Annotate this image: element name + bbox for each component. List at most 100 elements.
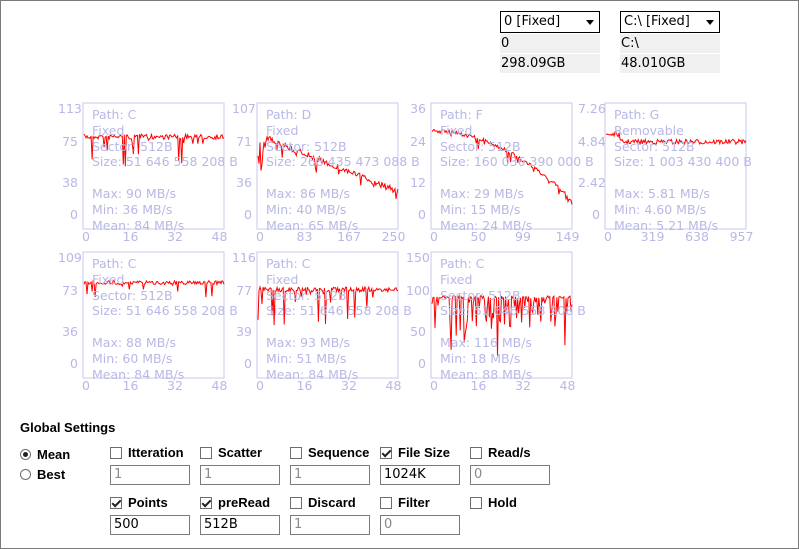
discard-input[interactable]: 1 (290, 515, 370, 535)
chart-overlay-text: Size: 51 646 558 208 B (440, 303, 586, 319)
checkbox-unchecked-icon[interactable] (110, 446, 122, 459)
throughput-trace (83, 132, 225, 167)
chart-overlay-text: Fixed (92, 122, 125, 138)
chart-panel: Path: C Fixed Sector: 512B Size: 51 646 558… (232, 251, 426, 411)
chart-frame (430, 102, 573, 230)
y-tick-label: 36 (410, 101, 426, 116)
mode-radio-mean[interactable]: Mean (20, 447, 70, 462)
checkbox-label: Sequence (308, 445, 370, 460)
scatter-input[interactable]: 1 (200, 465, 280, 485)
scatter-checkbox[interactable]: Scatter (200, 445, 262, 460)
radio-on-icon[interactable] (20, 449, 31, 460)
checkbox-checked-icon[interactable] (110, 496, 122, 509)
chart-panel: Path: F Fixed Sector: 512B Size: 160 036 39… (410, 102, 600, 262)
chart-overlay-text: Fixed (266, 271, 299, 287)
y-tick-label: 50 (410, 324, 426, 339)
y-tick-label: 113 (58, 101, 82, 116)
chart-overlay-text: Sector: 512B (614, 138, 695, 154)
x-tick-label: 50 (470, 229, 487, 244)
y-tick-label: 73 (62, 283, 78, 298)
y-tick-label: 0 (418, 356, 426, 371)
checkbox-unchecked-icon[interactable] (470, 496, 482, 509)
x-tick-label: 83 (296, 229, 313, 244)
chart-overlay-text: Sector: 512B (440, 138, 521, 154)
chart-plot (82, 102, 225, 230)
chart-plot (430, 102, 573, 230)
checkbox-unchecked-icon[interactable] (290, 496, 302, 509)
x-tick-label: 48 (211, 229, 228, 244)
y-tick-label: 2.42 (578, 175, 606, 190)
chart-overlay-text: Fixed (440, 271, 473, 287)
x-tick-label: 149 (555, 229, 580, 244)
read-s-checkbox[interactable]: Read/s (470, 445, 531, 460)
x-tick-label: 0 (430, 378, 438, 393)
chart-overlay-text: Size: 51 646 558 208 B (266, 303, 412, 319)
file-size-input[interactable]: 1024K (380, 465, 460, 485)
x-tick-label: 250 (381, 229, 406, 244)
throughput-trace (257, 134, 399, 199)
y-tick-label: 0 (70, 356, 78, 371)
points-checkbox[interactable]: Points (110, 495, 168, 510)
checkbox-unchecked-icon[interactable] (290, 446, 302, 459)
drive-size-field: 48.010GB (620, 54, 720, 73)
chart-overlay-text: Path: C (92, 107, 137, 122)
drive-select-2[interactable]: C:\ [Fixed] (620, 11, 720, 33)
radio-label: Mean (37, 447, 71, 462)
chart-overlay-text: Path: G (614, 107, 660, 122)
chart-overlay-text: Mean: 24 MB/s (440, 217, 533, 233)
chart-overlay-text: Path: D (266, 107, 312, 122)
chart-plot (430, 251, 573, 379)
y-tick-label: 38 (62, 175, 78, 190)
x-tick-label: 48 (385, 378, 402, 393)
chart-overlay-text: Size: 1 003 430 400 B (614, 154, 752, 170)
drive-id-field: 0 (500, 34, 600, 53)
chart-overlay-text: Max: 116 MB/s (440, 335, 532, 350)
filter-checkbox[interactable]: Filter (380, 495, 430, 510)
radio-off-icon[interactable] (20, 469, 31, 480)
drive-select-value: C:\ [Fixed] (624, 14, 690, 29)
x-tick-label: 638 (685, 229, 709, 244)
y-tick-label: 77 (236, 283, 252, 298)
chart-overlay-text: Min: 15 MB/s (440, 201, 521, 217)
checkbox-checked-icon[interactable] (380, 446, 392, 459)
preread-input[interactable]: 512B (200, 515, 280, 535)
checkbox-checked-icon[interactable] (200, 496, 212, 509)
checkbox-label: Read/s (488, 445, 531, 460)
chevron-down-icon[interactable] (706, 20, 714, 25)
checkbox-unchecked-icon[interactable] (200, 446, 212, 459)
itteration-input[interactable]: 1 (110, 465, 190, 485)
hold-checkbox[interactable]: Hold (470, 495, 517, 510)
checkbox-label: Itteration (128, 445, 184, 460)
sequence-input[interactable]: 1 (290, 465, 370, 485)
chart-overlay-text: Max: 88 MB/s (92, 335, 176, 350)
x-tick-label: 48 (211, 378, 228, 393)
checkbox-unchecked-icon[interactable] (470, 446, 482, 459)
points-input[interactable]: 500 (110, 515, 190, 535)
preread-checkbox[interactable]: preRead (200, 495, 270, 510)
discard-checkbox[interactable]: Discard (290, 495, 356, 510)
chart-plot (82, 251, 225, 379)
sequence-checkbox[interactable]: Sequence (290, 445, 369, 460)
chart-panel: Path: C Fixed Sector: 512B Size: 51 646 558… (58, 102, 252, 262)
filter-input[interactable]: 0 (380, 515, 460, 535)
file-size-checkbox[interactable]: File Size (380, 445, 450, 460)
chart-overlay-text: Size: 51 646 558 208 B (92, 303, 238, 319)
itteration-checkbox[interactable]: Itteration (110, 445, 184, 460)
checkbox-unchecked-icon[interactable] (380, 496, 392, 509)
chart-frame (430, 251, 573, 379)
x-tick-label: 16 (122, 378, 139, 393)
x-tick-label: 0 (256, 378, 264, 393)
y-tick-label: 109 (58, 250, 82, 265)
y-tick-label: 24 (410, 134, 426, 149)
chevron-down-icon[interactable] (586, 20, 594, 25)
throughput-trace (83, 279, 225, 298)
read-s-input[interactable]: 0 (470, 465, 550, 485)
drive-select-1[interactable]: 0 [Fixed] (500, 11, 600, 33)
x-tick-label: 99 (515, 229, 531, 244)
chart-overlay-text: Mean: 65 MB/s (266, 217, 359, 233)
chart-overlay-text: Min: 36 MB/s (92, 201, 173, 217)
mode-radio-best[interactable]: Best (20, 467, 65, 482)
chart-overlay-text: Min: 18 MB/s (440, 350, 521, 366)
chart-overlay-text: Path: C (92, 256, 137, 271)
chart-overlay-text: Min: 40 MB/s (266, 201, 347, 217)
